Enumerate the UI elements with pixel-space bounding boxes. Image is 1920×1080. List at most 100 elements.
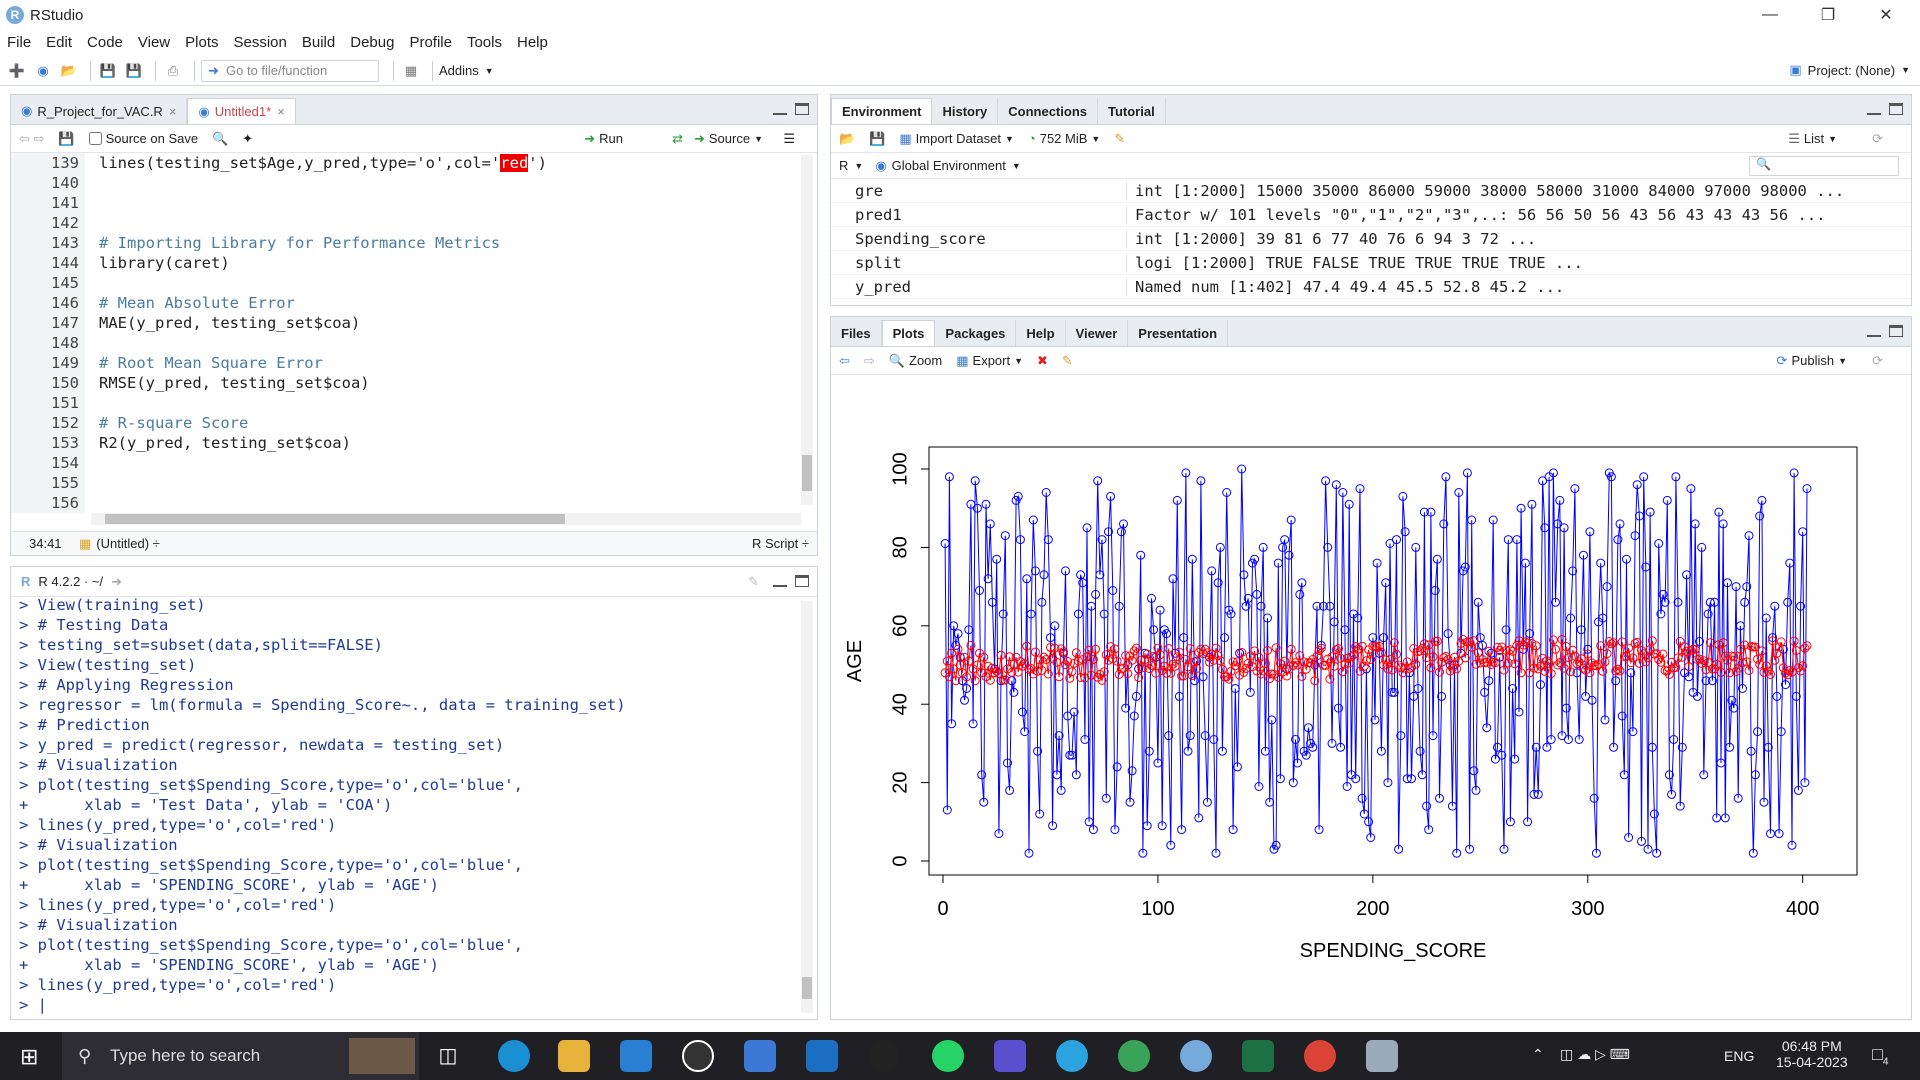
project-menu[interactable]: ▣ Project: (None) ▼ <box>1789 62 1910 78</box>
copilot-icon[interactable] <box>994 1040 1026 1072</box>
env-row[interactable]: pred1 Factor w/ 101 levels "0","1","2","3… <box>831 203 1911 227</box>
save-icon[interactable]: 💾 <box>58 130 75 146</box>
editor-hscrollbar[interactable] <box>91 513 801 525</box>
outline-icon[interactable]: ☰ <box>783 130 795 146</box>
save-all-icon[interactable]: 💾 <box>125 62 143 78</box>
chrome-icon[interactable] <box>1304 1040 1336 1072</box>
run-button[interactable]: ➜ Run <box>584 130 623 147</box>
remove-plot-icon[interactable]: ✖ <box>1037 352 1048 368</box>
env-row[interactable]: Spending_score int [1:2000] 39 81 6 77 40… <box>831 227 1911 251</box>
notification-icon[interactable]: □4 <box>1872 1044 1889 1068</box>
back-icon[interactable]: ⇦ ⇨ <box>19 130 45 146</box>
publish-button[interactable]: ⟳ Publish ▼ <box>1776 352 1847 369</box>
minimize-pane-icon[interactable] <box>773 581 787 587</box>
language-indicator[interactable]: ENG <box>1724 1048 1755 1064</box>
menu-file[interactable]: File <box>7 33 32 51</box>
addins-menu[interactable]: Addins <box>439 63 479 78</box>
menu-plots[interactable]: Plots <box>185 33 219 51</box>
console-scrollbar[interactable] <box>801 601 813 1013</box>
prev-plot-icon[interactable]: ⇦ <box>839 352 850 368</box>
whatsapp-icon[interactable] <box>932 1040 964 1072</box>
menu-tools[interactable]: Tools <box>466 33 502 51</box>
tab-presentation[interactable]: Presentation <box>1128 320 1229 346</box>
menu-code[interactable]: Code <box>87 33 123 51</box>
tab-r-project[interactable]: ◉ R_Project_for_VAC.R × <box>11 98 188 124</box>
file-type-selector[interactable]: R Script ÷ <box>752 536 809 551</box>
environment-search-input[interactable]: 🔍 <box>1749 156 1899 176</box>
env-row[interactable]: split logi [1:2000] TRUE FALSE TRUE TRUE … <box>831 251 1911 275</box>
file-explorer-icon[interactable] <box>558 1040 590 1072</box>
maximize-pane-icon[interactable] <box>1889 103 1903 115</box>
tray-icons[interactable]: ◫ ☁ ▷ ⌨ <box>1560 1046 1630 1062</box>
clock[interactable]: 06:48 PM 15-04-2023 <box>1776 1038 1848 1070</box>
task-view-icon[interactable]: ◫ <box>438 1045 458 1067</box>
wand-icon[interactable]: ✦ <box>242 130 254 146</box>
new-project-icon[interactable]: ◉ <box>37 62 49 78</box>
windows-start-icon[interactable]: ⊞ <box>20 1044 39 1069</box>
menu-edit[interactable]: Edit <box>46 33 73 51</box>
print-icon[interactable]: ⎙ <box>167 62 179 78</box>
memory-usage[interactable]: ◔ 752 MiB ▼ <box>1027 131 1101 146</box>
env-row[interactable]: y_pred Named num [1:402] 47.4 49.4 45.5 5… <box>831 275 1911 299</box>
minimize-pane-icon[interactable] <box>773 109 787 115</box>
menu-profile[interactable]: Profile <box>409 33 452 51</box>
photos-icon[interactable] <box>806 1040 838 1072</box>
tab-history[interactable]: History <box>932 98 999 124</box>
store-icon[interactable] <box>744 1040 776 1072</box>
minimize-pane-icon[interactable] <box>1867 331 1881 337</box>
maximize-pane-icon[interactable] <box>795 103 809 115</box>
menu-debug[interactable]: Debug <box>350 33 395 51</box>
list-view-selector[interactable]: ☰ List ▼ <box>1788 130 1837 147</box>
zoom-button[interactable]: 🔍 Zoom <box>888 352 943 369</box>
goto-dir-icon[interactable]: ➜ <box>111 573 122 589</box>
next-plot-icon[interactable]: ⇨ <box>863 352 875 368</box>
rerun-icon[interactable]: ⇄ <box>672 130 683 146</box>
editor-vscrollbar[interactable] <box>801 155 813 505</box>
env-row[interactable]: gre int [1:2000] 15000 35000 86000 59000 … <box>831 179 1911 203</box>
export-button[interactable]: ▦ Export ▼ <box>956 352 1024 369</box>
save-icon[interactable]: 💾 <box>99 62 117 78</box>
taskbar-search-input[interactable]: ⚲ Type here to search <box>62 1032 419 1080</box>
load-workspace-icon[interactable]: 📂 <box>839 130 856 146</box>
source-button[interactable]: ➜ Source ▼ <box>693 130 763 147</box>
maximize-pane-icon[interactable] <box>795 575 809 587</box>
clear-plots-icon[interactable]: ✎ <box>1061 352 1073 368</box>
chatgpt-icon[interactable] <box>1118 1040 1150 1072</box>
environment-scope-selector[interactable]: Global Environment <box>891 158 1006 173</box>
code-editor[interactable]: 139 140 141 142 143 144 145 146 147 148 149 150 151 1… <box>11 153 817 513</box>
grid-layout-icon[interactable]: ▦ <box>404 62 418 78</box>
telegram-icon[interactable] <box>1056 1040 1088 1072</box>
broom-icon[interactable]: ✎ <box>1114 130 1126 146</box>
new-file-icon[interactable]: ➕ <box>8 62 26 78</box>
tab-files[interactable]: Files <box>831 320 882 346</box>
clear-console-icon[interactable]: ✎ <box>748 573 759 589</box>
goto-file-input[interactable]: ➜ Go to file/function <box>201 59 379 82</box>
restore-icon[interactable]: ❐ <box>1820 7 1836 24</box>
menu-build[interactable]: Build <box>301 33 336 51</box>
edge-icon[interactable] <box>498 1040 530 1072</box>
open-folder-icon[interactable]: 📂 <box>60 62 78 78</box>
tab-environment[interactable]: Environment <box>831 98 933 124</box>
minimize-icon[interactable]: — <box>1762 6 1778 23</box>
tab-connections[interactable]: Connections <box>998 98 1098 124</box>
menu-session[interactable]: Session <box>233 33 287 51</box>
tab-untitled1[interactable]: ◉ Untitled1* × <box>187 98 296 124</box>
excel-icon[interactable] <box>1242 1040 1274 1072</box>
close-icon[interactable]: ✕ <box>1879 7 1893 24</box>
alienware-icon[interactable] <box>868 1040 900 1072</box>
scope-selector[interactable]: (Untitled) ÷ <box>96 536 160 551</box>
console-output[interactable]: > View(training_set) > # Testing Data > te… <box>19 595 626 1015</box>
menu-help[interactable]: Help <box>517 33 548 51</box>
dell-icon[interactable] <box>682 1040 714 1072</box>
source-on-save-checkbox[interactable]: Source on Save <box>88 131 198 146</box>
tab-tutorial[interactable]: Tutorial <box>1098 98 1166 124</box>
tab-help[interactable]: Help <box>1016 320 1066 346</box>
tab-plots[interactable]: Plots <box>881 320 936 346</box>
rstudio-taskbar-icon[interactable] <box>1180 1040 1212 1072</box>
tab-packages[interactable]: Packages <box>935 320 1017 346</box>
refresh-icon[interactable]: ⟳ <box>1872 130 1883 146</box>
save-workspace-icon[interactable]: 💾 <box>869 130 886 146</box>
search-icon[interactable]: 🔍 <box>212 130 229 146</box>
tab-viewer[interactable]: Viewer <box>1066 320 1129 346</box>
import-dataset-button[interactable]: ▦ Import Dataset ▼ <box>899 130 1014 147</box>
